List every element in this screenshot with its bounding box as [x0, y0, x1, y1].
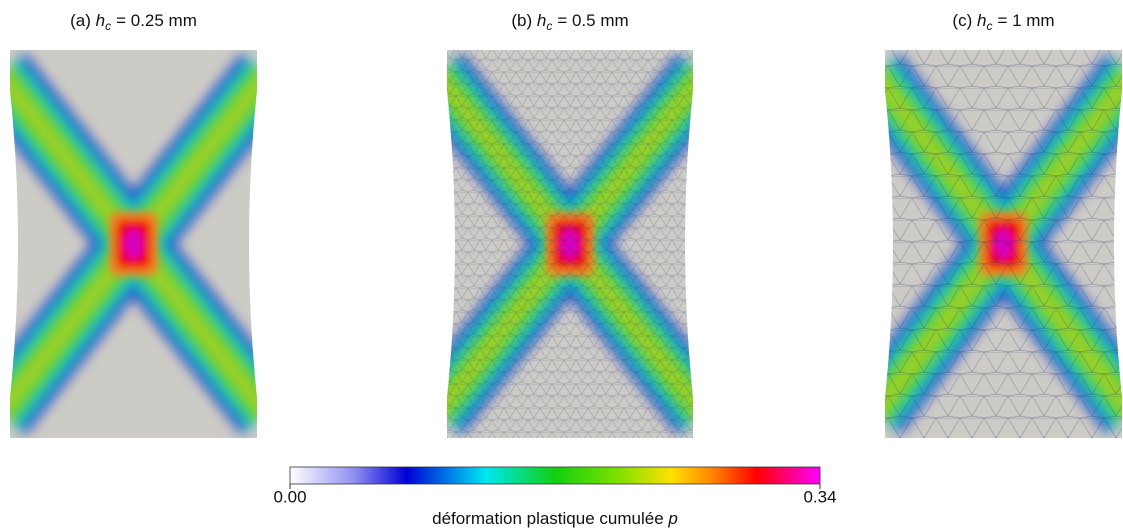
panel-label: (b) — [511, 11, 532, 30]
panel-title: (c) hc = 1 mm — [952, 11, 1054, 33]
panel: (c) hc = 1 mm — [885, 11, 1122, 438]
colorbar-label-var: p — [667, 509, 677, 528]
panel-var: h — [537, 11, 546, 30]
mesh — [885, 50, 1122, 438]
panel-rest: = 1 mm — [997, 11, 1054, 30]
colorbar-label: déformation plastique cumulée p — [432, 509, 678, 528]
panel-label: (a) — [70, 11, 91, 30]
field — [447, 50, 693, 438]
field — [10, 50, 257, 438]
core-magenta — [124, 229, 143, 259]
panel-sub: c — [986, 19, 992, 33]
panel: (a) hc = 0.25 mm — [10, 11, 257, 438]
panel-title: (b) hc = 0.5 mm — [511, 11, 628, 33]
colorbar-tick-label: 0.00 — [273, 487, 306, 506]
panel-var: h — [977, 11, 986, 30]
colorbar-tick-label: 0.34 — [803, 487, 836, 506]
panel-label: (c) — [952, 11, 972, 30]
panel-title: (a) hc = 0.25 mm — [70, 11, 197, 33]
colorbar-label-text: déformation plastique cumulée — [432, 509, 664, 528]
hot-spot — [109, 212, 158, 276]
panel-sub: c — [546, 19, 552, 33]
panel-sub: c — [105, 19, 111, 33]
colorbar — [289, 466, 821, 485]
panel-rest: = 0.5 mm — [557, 11, 628, 30]
panel-var: h — [96, 11, 105, 30]
field — [885, 50, 1122, 438]
mesh — [447, 50, 693, 438]
panel-rest: = 0.25 mm — [116, 11, 197, 30]
panel: (b) hc = 0.5 mm — [447, 11, 693, 438]
